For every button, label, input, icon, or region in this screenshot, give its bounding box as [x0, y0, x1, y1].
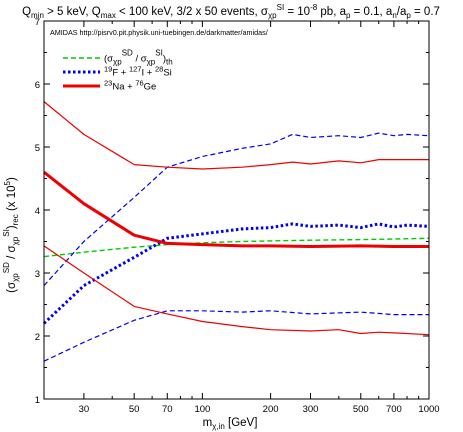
- y-tick-label: 6: [35, 80, 40, 91]
- y-tick-label: 1: [35, 395, 40, 406]
- svg-text:mχ,in [GeV]: mχ,in [GeV]: [203, 417, 258, 431]
- series-line-2: [43, 132, 430, 287]
- y-tick-label: 4: [35, 206, 40, 217]
- x-axis-label: mχ,in [GeV]: [203, 417, 258, 431]
- x-tick-label: 100: [194, 404, 210, 415]
- legend-label-2: 23Na + 76Ge: [104, 79, 156, 93]
- x-tick-label: 50: [129, 404, 140, 415]
- x-tick-label: 70: [162, 404, 173, 415]
- series-line-4: [43, 171, 429, 248]
- legend-label-1: 19F + 127I + 28Si: [104, 65, 172, 79]
- series-line-0: [43, 237, 430, 258]
- series-line-5: [43, 101, 429, 170]
- y-tick-label: 2: [35, 332, 40, 343]
- x-tick-label: 1000: [418, 404, 439, 415]
- svg-text:Qmin > 5 keV, Qmax < 100 keV,: Qmin > 5 keV, Qmax < 100 keV, 3/2 x 50 e…: [22, 3, 440, 20]
- y-tick-label: 5: [35, 143, 40, 154]
- y-axis-label: (σχpSD / σχpSI)rec (x 105): [2, 177, 20, 293]
- plot-frame: [43, 20, 430, 400]
- y-tick-label: 7: [35, 17, 40, 28]
- y-tick-label: 3: [35, 269, 40, 280]
- series-line-6: [43, 245, 430, 336]
- chart-annotation: AMIDAS http://pisrv0.pit.physik.uni-tueb…: [50, 28, 268, 37]
- series-line-3: [43, 310, 429, 362]
- chart-title: Qmin > 5 keV, Qmax < 100 keV, 3/2 x 50 e…: [22, 3, 440, 20]
- x-tick-label: 700: [386, 404, 402, 415]
- series-line-1: [42, 222, 430, 325]
- x-tick-label: 300: [303, 404, 319, 415]
- x-tick-label: 30: [79, 404, 90, 415]
- svg-text:(σχpSD / σχpSI)rec (x 105): (σχpSD / σχpSI)rec (x 105): [2, 177, 20, 293]
- x-tick-label: 200: [263, 404, 279, 415]
- legend-label-0: (σχpSD / σχpSI)th: [104, 49, 173, 67]
- x-tick-label: 500: [353, 404, 369, 415]
